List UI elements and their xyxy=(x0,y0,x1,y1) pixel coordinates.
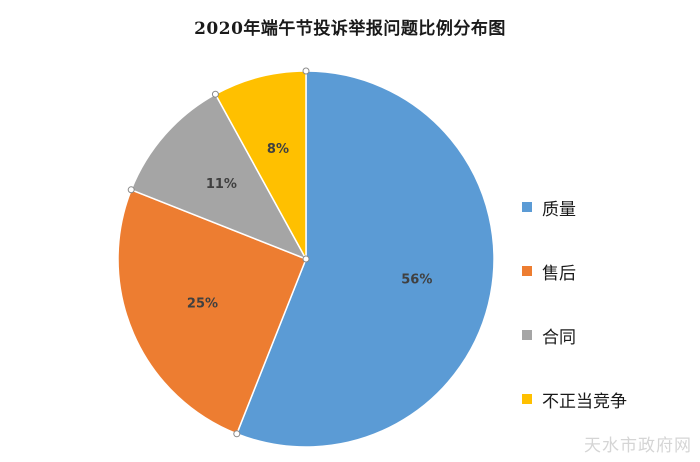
data-label-unfair-competition: 8% xyxy=(267,142,289,157)
legend-swatch xyxy=(522,202,532,212)
data-label-quality: 56% xyxy=(401,273,432,288)
legend-item-quality: 质量 xyxy=(522,196,692,220)
pie-slice-after-sales xyxy=(117,188,307,435)
slice-handle[interactable] xyxy=(211,90,219,98)
legend-label: 合同 xyxy=(542,327,576,348)
watermark-text: 天水市政府网 xyxy=(584,436,692,456)
data-label-contract: 11% xyxy=(206,177,237,192)
legend-label: 售后 xyxy=(542,263,576,284)
chart-legend: 质量售后合同不正当竞争 xyxy=(522,196,692,452)
legend-item-unfair-competition: 不正当竞争 xyxy=(522,388,692,412)
center-handle[interactable] xyxy=(302,255,310,263)
slice-handle[interactable] xyxy=(127,186,135,194)
chart-title: 2020年端午节投诉举报问题比例分布图 xyxy=(194,19,506,39)
legend-label: 不正当竞争 xyxy=(542,391,627,412)
slice-handle[interactable] xyxy=(302,67,310,75)
legend-item-after-sales: 售后 xyxy=(522,260,692,284)
pie-slice-contract xyxy=(130,93,308,261)
slice-handle[interactable] xyxy=(233,430,241,438)
legend-swatch xyxy=(522,266,532,276)
pie-slice-quality xyxy=(235,70,495,448)
legend-swatch xyxy=(522,330,532,340)
legend-label: 质量 xyxy=(542,199,576,220)
legend-swatch xyxy=(522,394,532,404)
data-label-after-sales: 25% xyxy=(187,296,218,311)
legend-item-contract: 合同 xyxy=(522,324,692,348)
